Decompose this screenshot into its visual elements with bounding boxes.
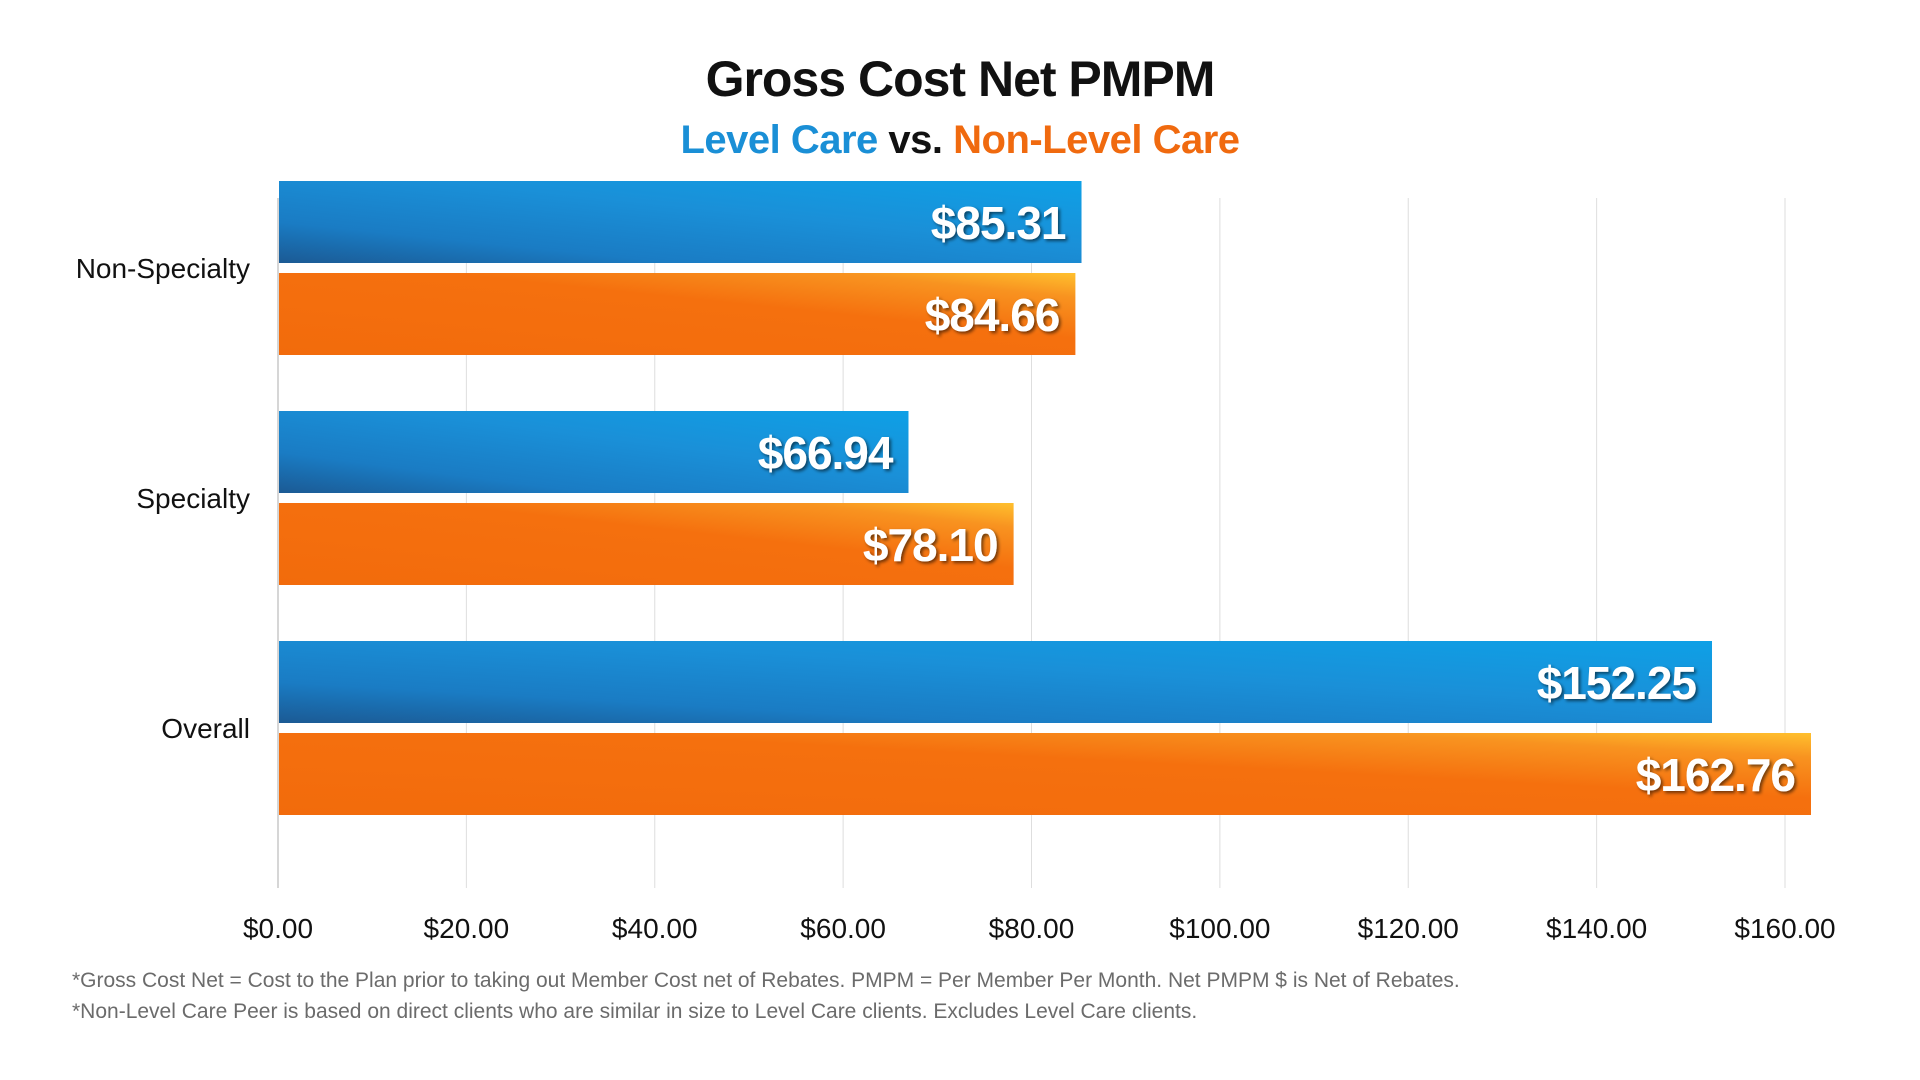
footnote-1: *Gross Cost Net = Cost to the Plan prior… [72,969,1460,992]
bar [279,411,909,493]
x-tick-label: $20.00 [424,913,510,944]
x-tick-label: $60.00 [800,913,886,944]
subtitle-non-level-care: Non-Level Care [953,118,1240,162]
x-tick-label: $140.00 [1546,913,1647,944]
data-label: $85.31 [931,197,1066,249]
x-tick-label: $80.00 [989,913,1075,944]
x-tick-label: $160.00 [1734,913,1835,944]
chart-subtitle: Level Care vs. Non-Level Care [0,118,1920,163]
data-label: $78.10 [863,519,998,571]
data-label: $152.25 [1537,657,1697,709]
category-label: Non-Specialty [76,253,250,284]
labels: $0.00 $20.00 $40.00 $60.00 $80.00 $100.00 $120… [76,197,1836,944]
chart-title: Gross Cost Net PMPM [705,51,1216,107]
bar-chart: $0.00 $20.00 $40.00 $60.00 $80.00 $100.00 $120… [76,181,1836,944]
subtitle-level-care: Level Care [680,118,878,162]
bar [279,503,1014,585]
bar [279,273,1076,355]
footnote-2: *Non-Level Care Peer is based on direct … [72,1000,1198,1023]
data-label: $162.76 [1636,749,1795,801]
bar [279,733,1811,815]
x-tick-label: $0.00 [243,913,313,944]
x-tick-label: $100.00 [1169,913,1270,944]
data-label: $66.94 [758,427,894,479]
category-label: Overall [161,713,250,744]
bar [279,181,1082,263]
category-label: Specialty [136,483,250,514]
footnotes: *Gross Cost Net = Cost to the Plan prior… [72,965,1460,1027]
bars [279,181,1811,815]
subtitle-vs: vs. [877,118,954,162]
x-tick-label: $40.00 [612,913,698,944]
data-label: $84.66 [925,289,1060,341]
bar [279,641,1713,723]
x-tick-label: $120.00 [1358,913,1459,944]
